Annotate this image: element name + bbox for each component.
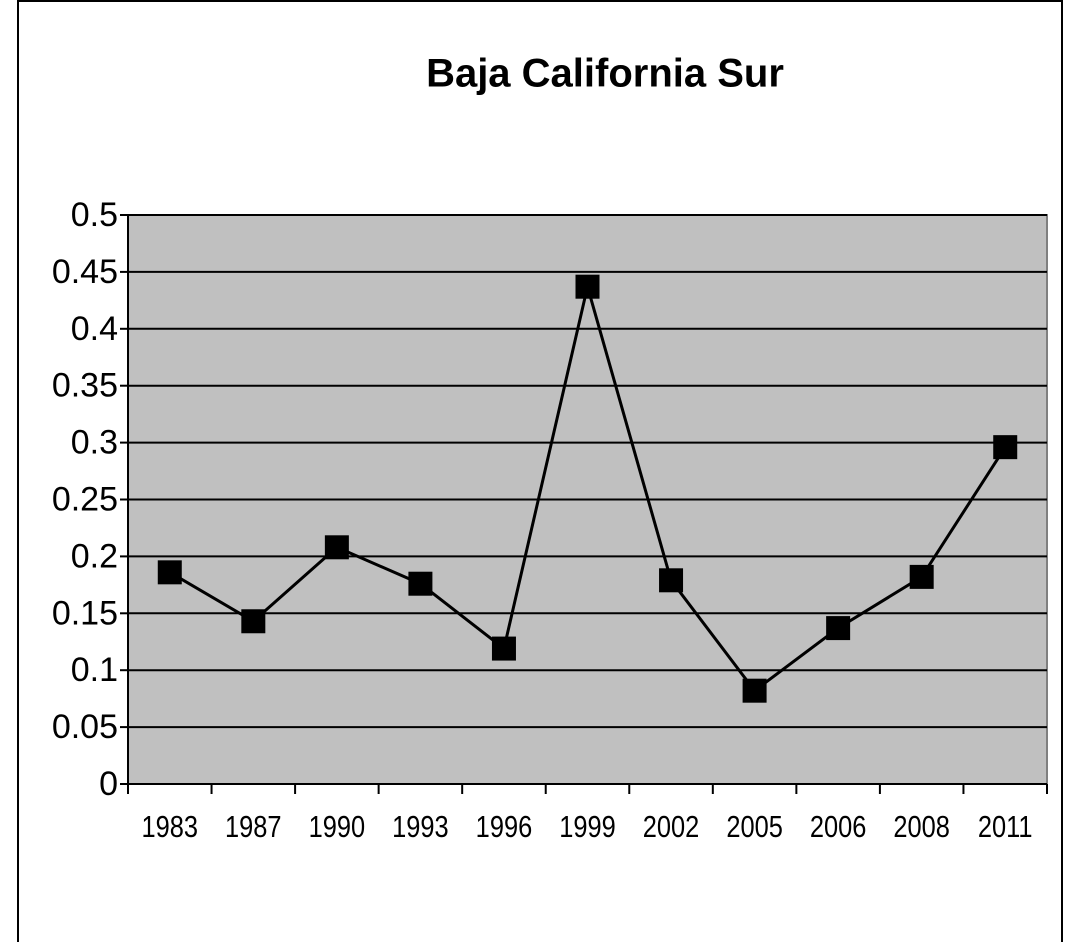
marker — [993, 435, 1018, 460]
y-tick-label: 0.4 — [71, 310, 118, 348]
marker — [575, 274, 600, 299]
x-tick-label: 2002 — [643, 810, 700, 845]
y-tick-label: 0.2 — [71, 537, 118, 575]
marker — [742, 678, 767, 703]
marker — [491, 636, 516, 661]
marker — [157, 560, 182, 585]
y-tick-label: 0.1 — [71, 651, 118, 689]
marker — [241, 609, 266, 634]
marker — [826, 616, 851, 641]
marker — [324, 535, 349, 560]
x-tick-label: 2006 — [810, 810, 867, 845]
x-tick-label: 1999 — [559, 810, 616, 845]
y-tick-label: 0.35 — [52, 367, 118, 405]
x-tick-label: 2008 — [893, 810, 950, 845]
chart-title: Baja California Sur — [426, 52, 784, 96]
x-tick-label: 1983 — [142, 810, 199, 845]
x-tick-label: 1993 — [392, 810, 449, 845]
marker — [659, 568, 684, 593]
y-tick-label: 0.3 — [71, 424, 118, 462]
y-tick-label: 0.5 — [71, 196, 118, 234]
y-tick-label: 0.25 — [52, 480, 118, 518]
marker — [909, 564, 934, 589]
y-tick-label: 0 — [99, 765, 118, 803]
y-tick-label: 0.15 — [52, 594, 118, 632]
x-tick-label: 2011 — [978, 810, 1033, 845]
y-tick-label: 0.45 — [52, 253, 118, 291]
x-tick-label: 1987 — [225, 810, 282, 845]
x-tick-label: 1996 — [476, 810, 533, 845]
x-tick-label: 1990 — [309, 810, 366, 845]
marker — [408, 571, 433, 596]
y-tick-label: 0.05 — [52, 708, 118, 746]
x-tick-label: 2005 — [726, 810, 783, 845]
